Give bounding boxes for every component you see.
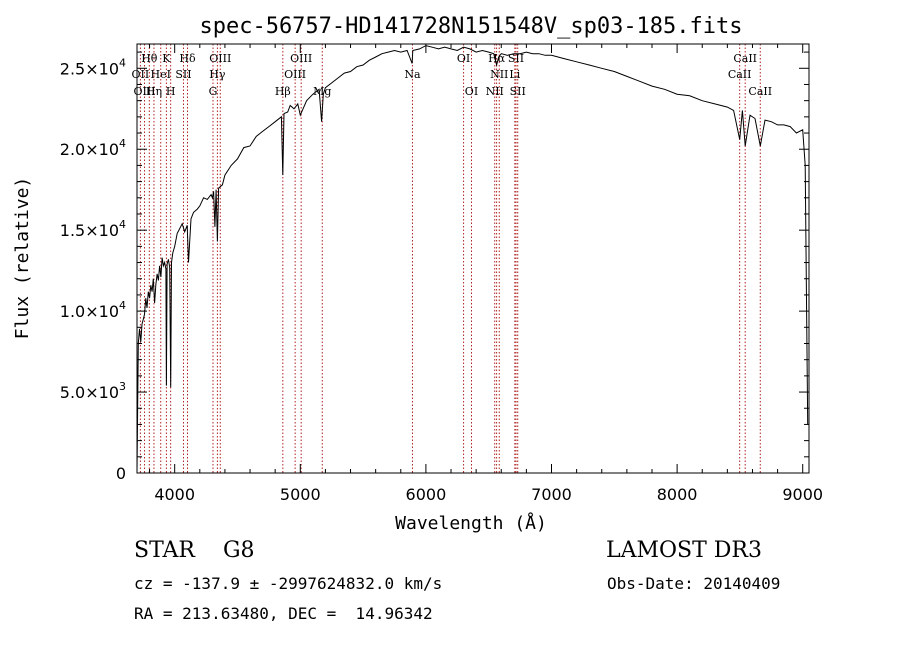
x-axis: 4000 5000 6000 7000 8000 9000 (149, 44, 823, 504)
line-label-13: OIII (284, 68, 306, 81)
line-label-26: SII (510, 85, 526, 98)
line-label-10: HeI (151, 68, 171, 81)
line-label-8: CaII (733, 52, 757, 65)
line-label-3: OIII (209, 52, 231, 65)
line-label-15: NII (490, 68, 508, 81)
redshift-velocity: cz = -137.9 ± -2997624832.0 km/s (134, 574, 443, 593)
spectrum-series-line (136, 45, 809, 474)
line-label-7: SII (508, 52, 524, 65)
line-label-27: CaII (748, 85, 772, 98)
line-label-14: Na (404, 68, 421, 81)
line-label-24: OI (465, 85, 478, 98)
line-label-17: CaII (728, 68, 752, 81)
x-tick-label-2: 6000 (406, 485, 447, 504)
survey-name: LAMOST DR3 (606, 538, 762, 563)
observation-date: Obs-Date: 20140409 (607, 574, 781, 593)
line-label-2: Hδ (179, 52, 196, 65)
line-label-6: Hα (488, 52, 506, 65)
y-tick-label-0: 0 (116, 464, 126, 483)
x-axis-label: Wavelength (Å) (395, 512, 547, 534)
line-label-5: OI (457, 52, 470, 65)
line-label-20: H (166, 85, 176, 98)
object-class: STAR G8 (134, 538, 255, 563)
line-label-16: Li (509, 68, 520, 81)
x-tick-label-3: 7000 (531, 485, 572, 504)
plot-frame (136, 43, 810, 474)
line-label-1: K (162, 52, 171, 65)
line-label-11: SII (175, 68, 191, 81)
line-label-22: Hβ (275, 85, 291, 98)
line-label-18: OIII (134, 85, 156, 98)
y-tick-label-2: 1.0×104 (60, 299, 126, 321)
line-label-4: OIII (290, 52, 312, 65)
line-label-0: Hθ (141, 52, 158, 65)
y-tick-label-4: 2.0×104 (60, 137, 126, 159)
y-axis: 0 5.0×103 1.0×104 1.5×104 2.0×104 2.5×104 (60, 51, 809, 483)
x-tick-label-5: 9000 (782, 485, 823, 504)
y-axis-label: Flux (relative) (12, 177, 33, 340)
y-tick-label-1: 5.0×103 (60, 380, 126, 402)
y-tick-label-3: 1.5×104 (60, 218, 126, 240)
line-label-9: OII (132, 68, 150, 81)
y-tick-label-5: 2.5×104 (60, 56, 126, 78)
spectral-line-markers (139, 44, 761, 473)
coordinates-ra-dec: RA = 213.63480, DEC = 14.96342 (134, 604, 433, 623)
line-label-25: NII (486, 85, 504, 98)
line-label-21: G (209, 85, 218, 98)
line-label-12: Hγ (209, 68, 226, 81)
line-label-23: Mg (313, 85, 331, 98)
x-tick-label-1: 5000 (280, 485, 321, 504)
chart-title: spec-56757-HD141728N151548V_sp03-185.fit… (199, 14, 742, 39)
x-tick-label-0: 4000 (154, 485, 195, 504)
line-label-19: Hη (146, 85, 162, 98)
x-tick-label-4: 8000 (657, 485, 698, 504)
